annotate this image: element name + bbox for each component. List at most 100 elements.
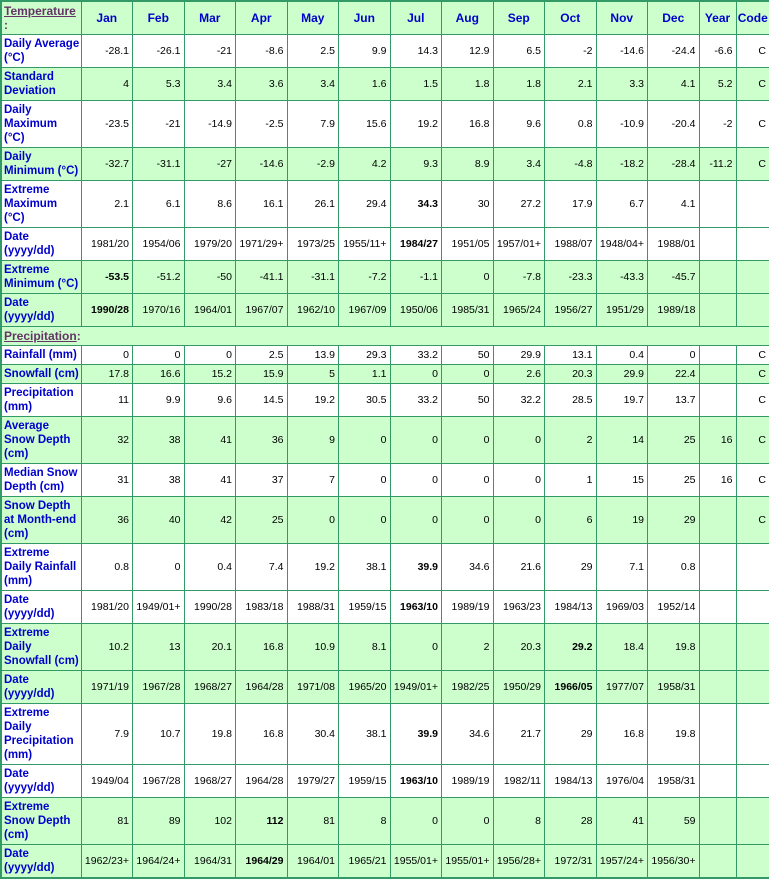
value-cell: 6 [544, 496, 597, 544]
value-cell: 4.2 [338, 147, 391, 181]
table-row: Date (yyyy/dd) 1949/04 1967/28 1968/27 1964/… [0, 764, 769, 798]
value-cell: 1957/01+ [492, 227, 545, 261]
value-cell: 29 [544, 703, 597, 765]
value-cell: 39.9 [389, 703, 442, 765]
value-cell: 0 [286, 496, 339, 544]
code-cell [735, 797, 769, 845]
table-row: Date (yyyy/dd) 1981/20 1949/01+ 1990/28 1983… [0, 590, 769, 624]
value-cell: 1963/10 [389, 764, 442, 798]
value-cell: 37 [235, 463, 288, 497]
value-cell: 8.6 [183, 180, 236, 228]
code-cell [735, 764, 769, 798]
value-cell: 1981/20 [80, 590, 133, 624]
value-cell: 30 [441, 180, 494, 228]
code-cell [735, 543, 769, 591]
year-header: Year [698, 0, 737, 35]
row-label: Daily Maximum (°C) [0, 100, 82, 148]
value-cell: 5 [286, 364, 339, 384]
value-cell: 14 [595, 416, 648, 464]
value-cell: 81 [80, 797, 133, 845]
value-cell: 1951/05 [441, 227, 494, 261]
value-cell: 1964/24+ [132, 844, 185, 879]
row-label: Rainfall (mm) [0, 345, 82, 365]
value-cell: 7.9 [80, 703, 133, 765]
value-cell: 1965/21 [338, 844, 391, 879]
table-row: Extreme Maximum (°C) 2.1 6.1 8.6 16.1 26.1 29.… [0, 180, 769, 228]
value-cell: 9.6 [492, 100, 545, 148]
value-cell: 39.9 [389, 543, 442, 591]
value-cell: 13 [132, 623, 185, 671]
value-cell: 34.6 [441, 703, 494, 765]
year-cell [698, 180, 737, 228]
value-cell: 81 [286, 797, 339, 845]
value-cell: 50 [441, 345, 494, 365]
month-header-aug: Aug [441, 0, 494, 35]
value-cell: 1988/31 [286, 590, 339, 624]
value-cell: 0 [441, 416, 494, 464]
value-cell: 19.8 [647, 703, 700, 765]
value-cell: -50 [183, 260, 236, 294]
value-cell: 50 [441, 383, 494, 417]
row-label: Date (yyyy/dd) [0, 590, 82, 624]
value-cell: 27.2 [492, 180, 545, 228]
value-cell: 12.9 [441, 34, 494, 68]
value-cell: -7.8 [492, 260, 545, 294]
year-cell [698, 670, 737, 704]
value-cell: 9.6 [183, 383, 236, 417]
value-cell: 16.8 [235, 623, 288, 671]
value-cell: 16.1 [235, 180, 288, 228]
row-label: Date (yyyy/dd) [0, 670, 82, 704]
value-cell: 1958/31 [647, 670, 700, 704]
value-cell: 6.1 [132, 180, 185, 228]
value-cell: 15.9 [235, 364, 288, 384]
value-cell: 1969/03 [595, 590, 648, 624]
row-label: Snow Depth at Month-end (cm) [0, 496, 82, 544]
value-cell: 0 [132, 543, 185, 591]
value-cell: 1.5 [389, 67, 442, 101]
value-cell: 14.5 [235, 383, 288, 417]
value-cell: 11 [80, 383, 133, 417]
value-cell: 3.4 [286, 67, 339, 101]
value-cell: 34.6 [441, 543, 494, 591]
value-cell: 31 [80, 463, 133, 497]
value-cell: 0 [338, 463, 391, 497]
table-row: Extreme Minimum (°C) -53.5 -51.2 -50 -41.1 -3… [0, 260, 769, 294]
value-cell: 19.8 [183, 703, 236, 765]
value-cell: -4.8 [544, 147, 597, 181]
table-row: Extreme Snow Depth (cm) 81 89 102 112 81 8 0 0 8 2… [0, 797, 769, 845]
value-cell: -41.1 [235, 260, 288, 294]
value-cell: 2.5 [235, 345, 288, 365]
month-header-oct: Oct [544, 0, 597, 35]
year-cell [698, 364, 737, 384]
value-cell: 1982/11 [492, 764, 545, 798]
value-cell: 1989/18 [647, 293, 700, 327]
code-cell [735, 670, 769, 704]
value-cell: 1967/28 [132, 670, 185, 704]
value-cell: 0.8 [647, 543, 700, 591]
value-cell: 10.7 [132, 703, 185, 765]
precipitation-link[interactable]: Precipitation [4, 329, 77, 343]
year-cell: 16 [698, 416, 737, 464]
table-row: Date (yyyy/dd) 1990/28 1970/16 1964/01 1967/… [0, 293, 769, 327]
value-cell: 1.1 [338, 364, 391, 384]
month-header-mar: Mar [183, 0, 236, 35]
code-cell [735, 293, 769, 327]
row-label: Snowfall (cm) [0, 364, 82, 384]
value-cell: -31.1 [286, 260, 339, 294]
value-cell: 29.3 [338, 345, 391, 365]
value-cell: 19 [595, 496, 648, 544]
value-cell: 1967/07 [235, 293, 288, 327]
value-cell: 1.6 [338, 67, 391, 101]
temperature-link[interactable]: Temperature [4, 4, 76, 18]
month-header-dec: Dec [647, 0, 700, 35]
value-cell: 1964/29 [235, 844, 288, 879]
value-cell: -23.5 [80, 100, 133, 148]
value-cell: -21 [132, 100, 185, 148]
value-cell: 29 [544, 543, 597, 591]
row-label: Standard Deviation [0, 67, 82, 101]
value-cell: 0 [441, 797, 494, 845]
value-cell: 1948/04+ [595, 227, 648, 261]
value-cell: 1949/01+ [389, 670, 442, 704]
month-header-jan: Jan [80, 0, 133, 35]
value-cell: 0.8 [80, 543, 133, 591]
